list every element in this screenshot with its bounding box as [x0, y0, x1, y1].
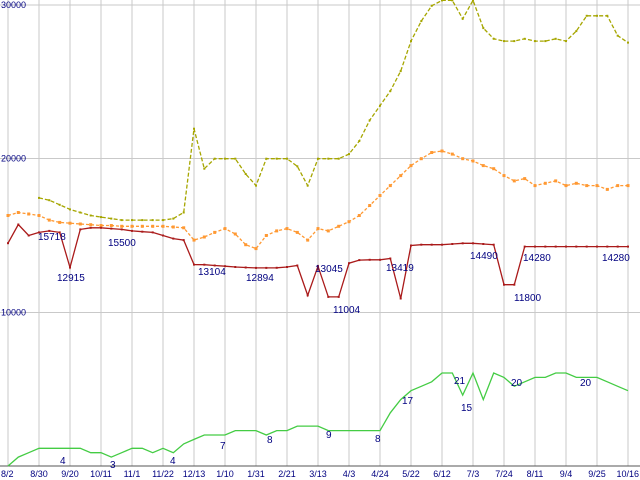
svg-text:20000: 20000 — [1, 154, 26, 164]
svg-text:14490: 14490 — [470, 251, 498, 262]
svg-text:8/2: 8/2 — [1, 469, 14, 479]
svg-text:7/24: 7/24 — [495, 469, 513, 479]
svg-text:11/1: 11/1 — [124, 469, 141, 479]
svg-text:4: 4 — [170, 456, 176, 467]
svg-text:6/12: 6/12 — [433, 469, 451, 479]
svg-text:12915: 12915 — [57, 273, 85, 284]
svg-text:9/4: 9/4 — [560, 469, 573, 479]
svg-text:20: 20 — [580, 378, 592, 389]
svg-text:15718: 15718 — [38, 232, 66, 243]
svg-text:14280: 14280 — [523, 253, 551, 264]
svg-text:15: 15 — [461, 403, 473, 414]
svg-text:4/24: 4/24 — [371, 469, 389, 479]
svg-text:15500: 15500 — [108, 238, 136, 249]
svg-text:21: 21 — [454, 376, 466, 387]
svg-text:7/3: 7/3 — [467, 469, 480, 479]
svg-text:14280: 14280 — [602, 253, 630, 264]
svg-text:2/21: 2/21 — [278, 469, 296, 479]
svg-text:9/25: 9/25 — [588, 469, 606, 479]
svg-text:8/11: 8/11 — [527, 469, 544, 479]
svg-text:3: 3 — [110, 460, 116, 471]
svg-text:11/22: 11/22 — [152, 469, 174, 479]
svg-text:1/10: 1/10 — [216, 469, 234, 479]
svg-text:13104: 13104 — [198, 267, 226, 278]
svg-text:10/11: 10/11 — [90, 469, 112, 479]
svg-text:8/30: 8/30 — [30, 469, 48, 479]
svg-text:13045: 13045 — [315, 264, 343, 275]
svg-text:8: 8 — [267, 435, 273, 446]
svg-text:9: 9 — [326, 430, 332, 441]
svg-text:11004: 11004 — [333, 305, 361, 316]
svg-text:17: 17 — [402, 396, 414, 407]
svg-text:10/16: 10/16 — [616, 469, 639, 479]
svg-text:9/20: 9/20 — [61, 469, 79, 479]
svg-text:8: 8 — [375, 434, 381, 445]
svg-text:13419: 13419 — [386, 263, 414, 274]
svg-text:3/13: 3/13 — [309, 469, 327, 479]
svg-text:11800: 11800 — [514, 293, 542, 304]
svg-text:5/22: 5/22 — [402, 469, 420, 479]
svg-text:4: 4 — [60, 456, 66, 467]
svg-text:20: 20 — [511, 378, 523, 389]
svg-text:12/13: 12/13 — [183, 469, 206, 479]
svg-text:7: 7 — [220, 441, 226, 452]
svg-text:30000: 30000 — [1, 0, 26, 10]
svg-text:1/31: 1/31 — [247, 469, 265, 479]
svg-text:4/3: 4/3 — [343, 469, 356, 479]
svg-text:10000: 10000 — [1, 307, 26, 317]
svg-text:12894: 12894 — [246, 273, 274, 284]
